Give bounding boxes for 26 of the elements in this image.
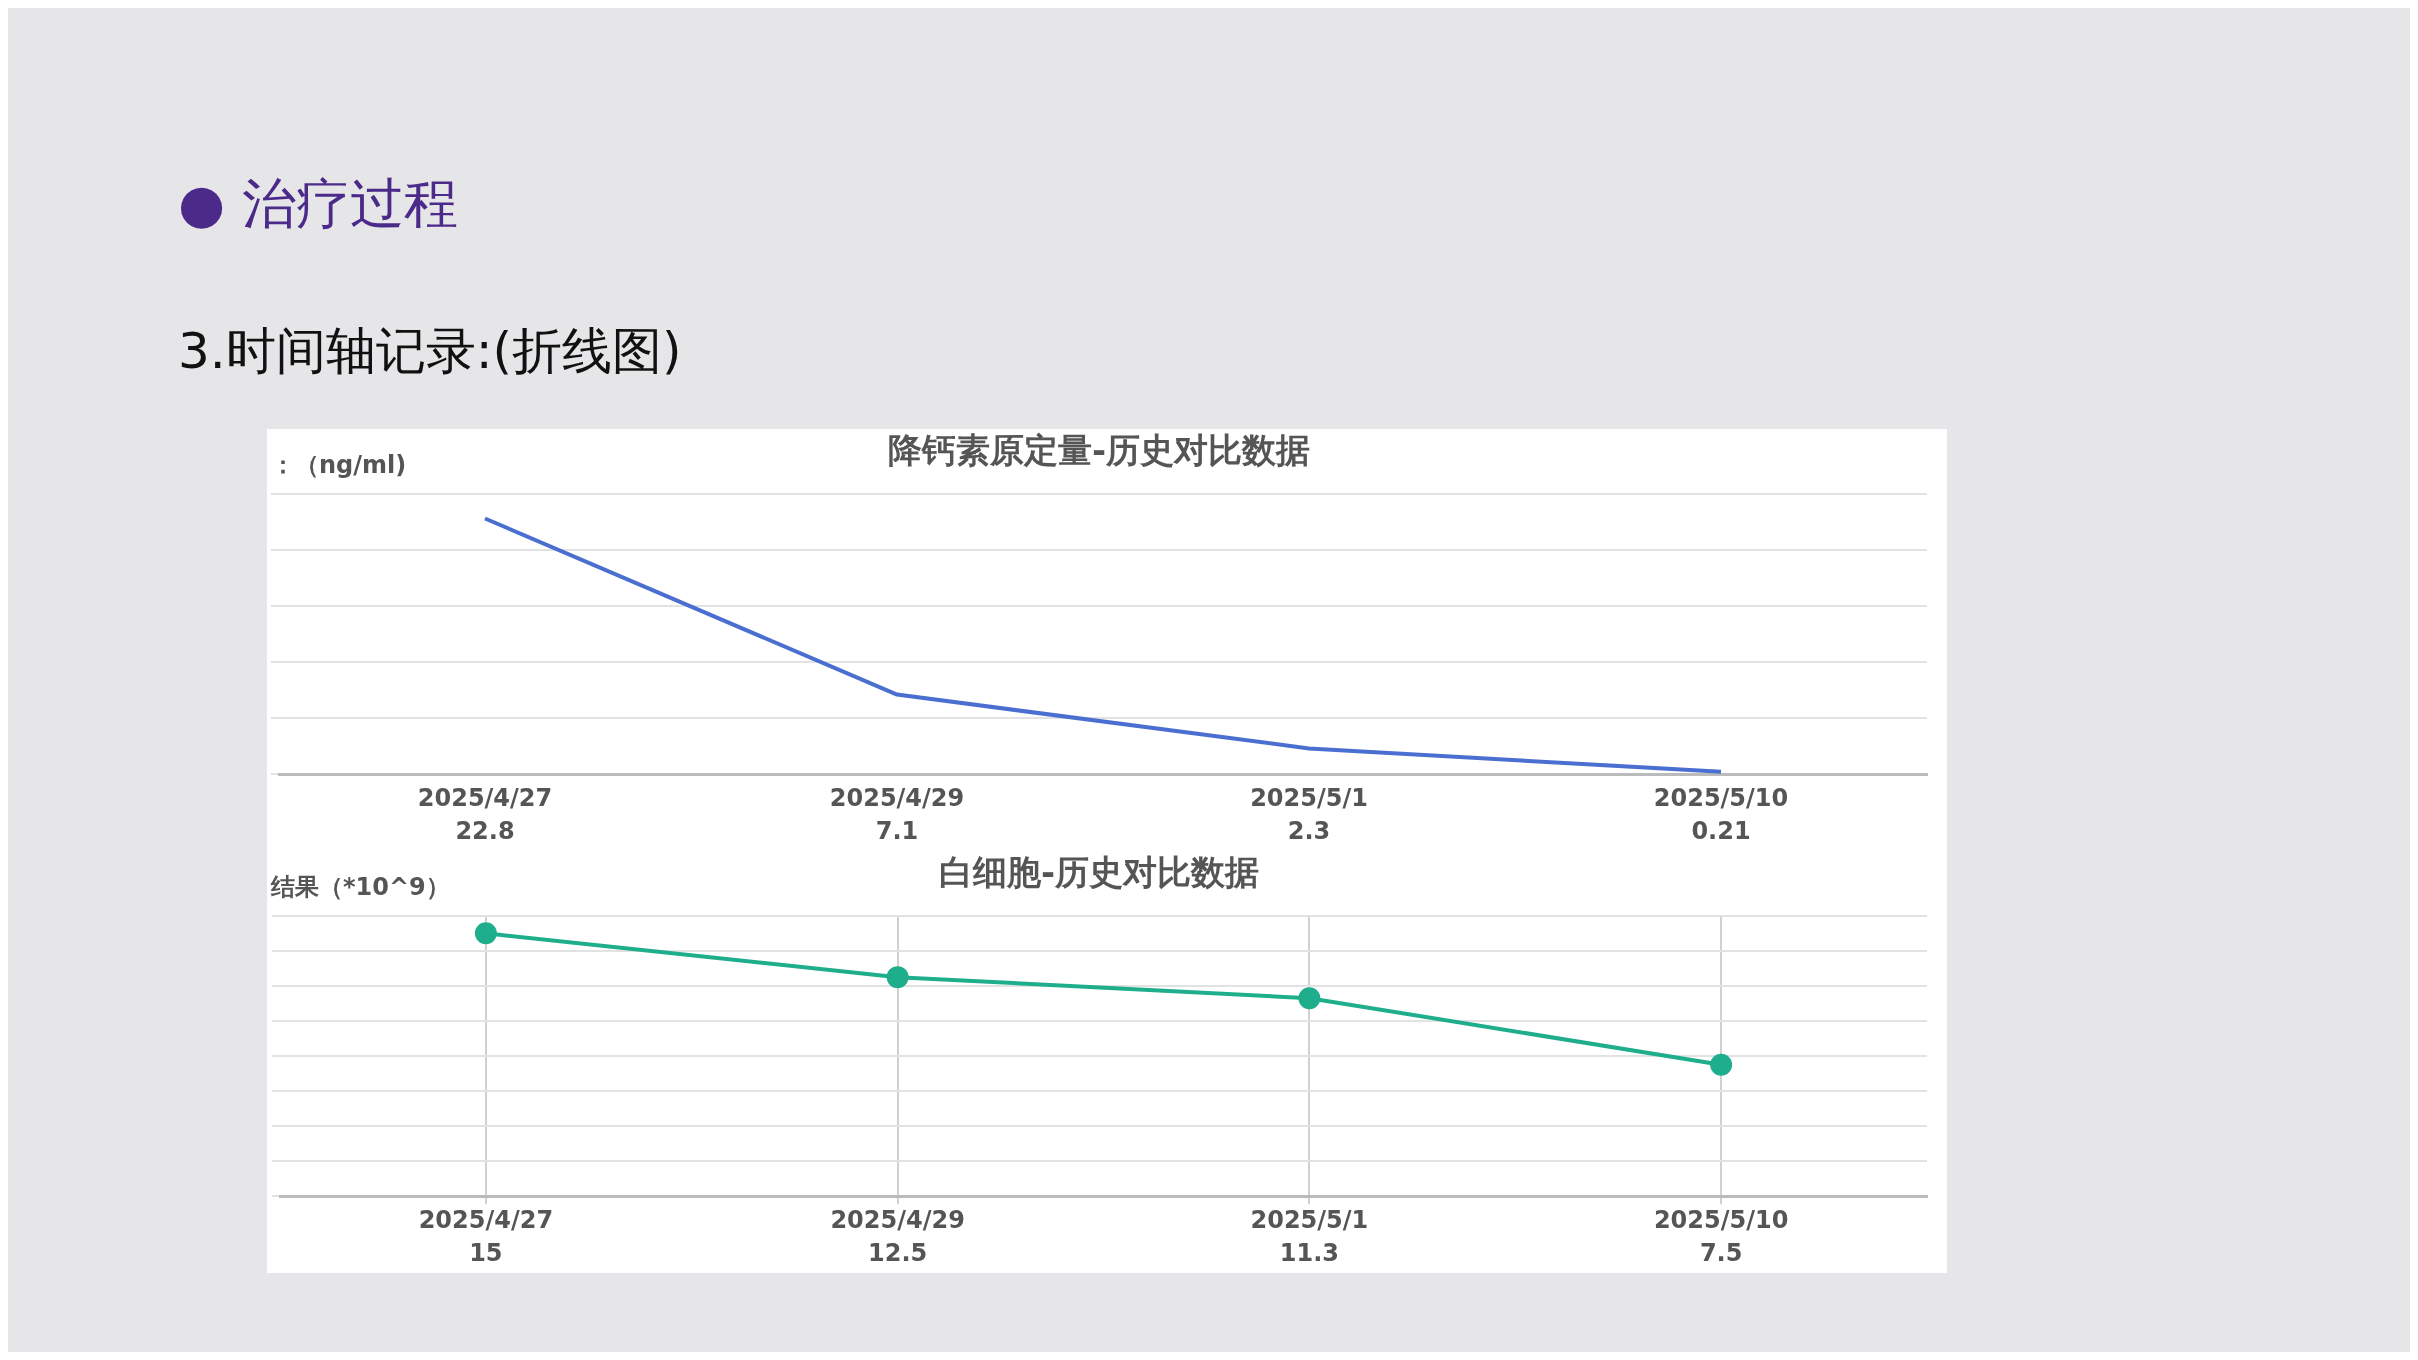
point [1710,1053,1733,1076]
data-label: 12.5 [868,1239,928,1268]
data-label: 7.5 [1699,1239,1743,1268]
x-tick-label: 2025/4/29 [829,783,965,812]
x-tick-label: 2025/5/10 [1653,1205,1789,1234]
x-tick-label: 2025/5/1 [1250,783,1368,812]
y-axis-title: ：（ng/ml) [271,451,407,480]
x-tick-label: 2025/4/29 [830,1205,965,1234]
chart-title: 降钙素原定量-历史对比数据 [887,430,1311,471]
text: ● 治疗过程 [178,171,459,237]
x-tick-label: 2025/5/1 [1250,1205,1369,1234]
data-label: 2.3 [1287,817,1331,846]
data-label: 0.21 [1691,817,1751,846]
x-tick-label: 2025/5/10 [1653,783,1789,812]
point [474,922,497,945]
text: 3.时间轴记录:(折线图) [178,321,682,382]
y-axis-title: 结果（*10^9） [270,873,450,902]
point [1298,987,1321,1010]
data-label: 15 [469,1239,503,1268]
x-tick-label: 2025/4/27 [417,783,553,812]
data-label: 22.8 [455,817,515,846]
x-tick-label: 2025/4/27 [418,1205,554,1234]
data-label: 11.3 [1279,1239,1339,1268]
point [886,966,909,989]
chart-title: 白细胞-历史对比数据 [938,852,1260,893]
data-label: 7.1 [875,817,919,846]
